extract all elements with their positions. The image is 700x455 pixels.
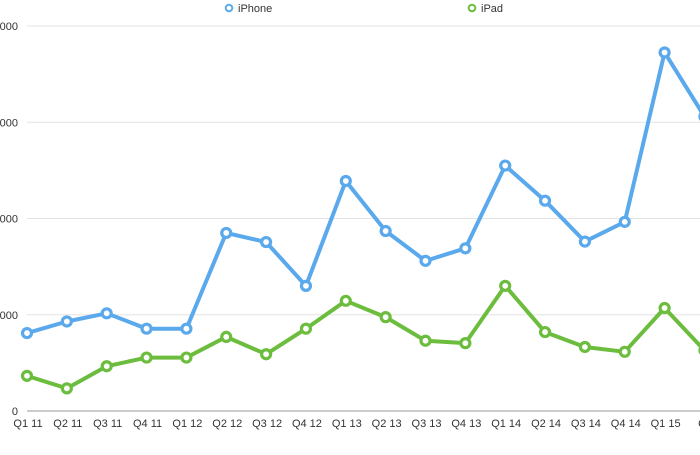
data-point — [501, 161, 510, 170]
x-tick-label: Q3 14 — [571, 418, 601, 430]
data-point — [421, 336, 430, 345]
data-point — [222, 332, 231, 341]
data-point — [421, 256, 430, 265]
x-axis-tick-labels: Q1 11 Q2 11 Q3 11 Q4 11 Q1 12 Q2 12 Q3 12 Q4 12… — [13, 418, 700, 430]
data-point — [660, 304, 669, 313]
data-point — [182, 353, 191, 362]
series-ipad — [23, 281, 700, 393]
y-axis-tick-labels: 00000000000000000 — [0, 21, 18, 418]
data-point — [182, 324, 191, 333]
data-point — [222, 228, 231, 237]
data-point — [580, 237, 589, 246]
data-point — [62, 384, 71, 393]
data-point — [23, 371, 32, 380]
data-point — [262, 238, 271, 247]
series-iphone — [23, 48, 700, 338]
data-point — [301, 281, 310, 290]
legend-marker — [226, 5, 233, 12]
series-line — [27, 52, 700, 333]
data-point — [461, 244, 470, 253]
data-point — [341, 176, 350, 185]
data-point — [580, 342, 589, 351]
data-point — [341, 296, 350, 305]
x-tick-label: Q1 14 — [491, 418, 521, 430]
data-point — [23, 329, 32, 338]
x-tick-label: Q4 11 — [133, 418, 162, 430]
data-point — [541, 328, 550, 337]
data-point — [301, 324, 310, 333]
x-tick-label: Q3 13 — [412, 418, 442, 430]
data-point — [62, 317, 71, 326]
x-tick-label: Q2 13 — [372, 418, 402, 430]
data-point — [541, 196, 550, 205]
data-point — [381, 313, 390, 322]
data-point — [102, 362, 111, 371]
data-point — [142, 324, 151, 333]
series-line — [27, 286, 700, 389]
x-tick-label: Q4 14 — [611, 418, 641, 430]
data-point — [620, 347, 629, 356]
data-point — [660, 48, 669, 57]
x-tick-label: Q2 11 — [53, 418, 82, 430]
legend-marker — [469, 5, 476, 12]
data-point — [620, 217, 629, 226]
legend: iPhone iPad — [226, 3, 503, 15]
data-point — [102, 309, 111, 318]
x-tick-label: Q2 12 — [212, 418, 242, 430]
data-point — [142, 353, 151, 362]
data-point — [381, 227, 390, 236]
legend-label: iPad — [481, 3, 503, 15]
x-tick-label: Q1 12 — [172, 418, 202, 430]
data-point — [461, 339, 470, 348]
x-tick-label: Q3 11 — [93, 418, 122, 430]
x-tick-label: Q2 14 — [531, 418, 561, 430]
data-point — [262, 350, 271, 359]
x-tick-label: Q4 12 — [292, 418, 322, 430]
data-point — [501, 281, 510, 290]
x-tick-label: Q1 13 — [332, 418, 362, 430]
x-tick-label: Q1 11 — [13, 418, 42, 430]
x-tick-label: Q4 13 — [451, 418, 481, 430]
x-tick-label: Q1 15 — [651, 418, 681, 430]
y-tick-label: 0 — [12, 406, 18, 418]
x-tick-label: Q3 12 — [252, 418, 282, 430]
gridlines — [27, 26, 700, 411]
legend-label: iPhone — [238, 3, 272, 15]
series-lines — [23, 48, 700, 393]
